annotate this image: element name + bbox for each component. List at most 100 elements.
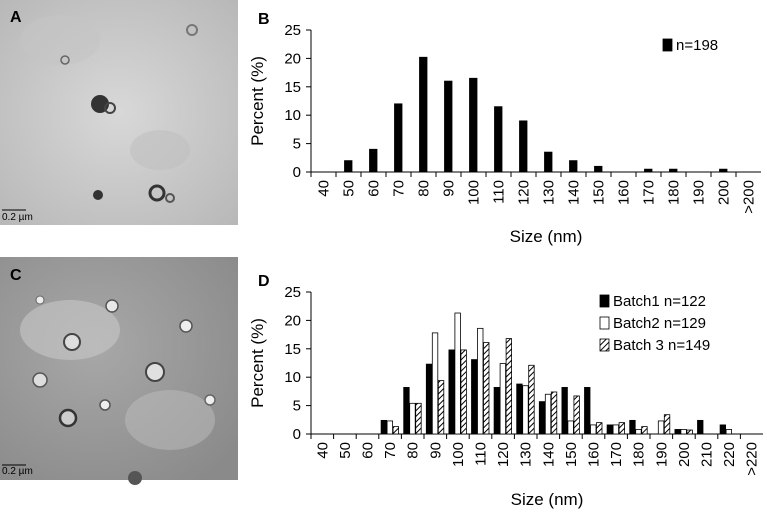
bar xyxy=(448,349,455,435)
bar xyxy=(719,424,726,435)
bar xyxy=(725,429,732,435)
bar xyxy=(392,426,400,435)
x-tick-label: 150 xyxy=(563,442,580,467)
bar xyxy=(657,420,665,435)
bar xyxy=(641,426,648,435)
bar xyxy=(425,363,433,435)
x-tick-label: 60 xyxy=(360,442,377,459)
x-tick-label: 100 xyxy=(450,442,467,467)
bar xyxy=(522,385,529,435)
bar xyxy=(386,420,394,435)
x-tick-label: >220 xyxy=(744,442,761,476)
bar xyxy=(544,393,552,435)
bar xyxy=(629,419,636,435)
bar xyxy=(590,424,597,435)
x-axis-title: Size (nm) xyxy=(510,227,583,246)
x-tick-label: 210 xyxy=(699,442,716,467)
bar xyxy=(469,77,478,173)
bar xyxy=(409,402,416,435)
x-tick-label: 180 xyxy=(631,442,648,467)
x-tick-label: 100 xyxy=(466,180,483,205)
bar xyxy=(596,422,603,435)
x-tick-label: 130 xyxy=(518,442,535,467)
x-tick-label: 70 xyxy=(391,180,408,197)
x-tick-label: 50 xyxy=(341,180,358,197)
x-tick-label: 150 xyxy=(591,180,608,205)
bar xyxy=(519,120,528,173)
legend-swatch xyxy=(599,338,610,352)
y-tick-label: 5 xyxy=(293,136,301,153)
bar xyxy=(569,160,578,173)
bar xyxy=(618,422,625,435)
x-tick-label: 140 xyxy=(540,442,557,467)
legend-label: n=198 xyxy=(676,37,718,54)
bar xyxy=(680,429,687,435)
bar xyxy=(584,387,591,435)
panel-label: A xyxy=(10,9,22,26)
bar xyxy=(550,391,558,435)
bar xyxy=(528,364,535,435)
x-axis-title: Size (nm) xyxy=(511,490,584,509)
legend-swatch xyxy=(599,294,610,308)
y-tick-label: 5 xyxy=(293,398,301,415)
x-tick-label: 110 xyxy=(491,180,508,204)
x-tick-label: 40 xyxy=(314,442,331,459)
x-tick-label: 170 xyxy=(641,180,658,205)
bar xyxy=(460,349,467,435)
x-tick-label: 190 xyxy=(691,180,708,205)
bar xyxy=(644,168,653,173)
bar xyxy=(686,429,693,435)
y-tick-label: 25 xyxy=(284,22,301,39)
bar xyxy=(606,424,613,435)
x-tick-label: 120 xyxy=(516,180,533,205)
bar xyxy=(505,338,513,435)
bar xyxy=(719,168,728,173)
bar xyxy=(573,395,580,435)
bar xyxy=(635,429,642,435)
y-tick-label: 15 xyxy=(284,341,301,358)
bar xyxy=(567,420,574,435)
x-tick-label: 90 xyxy=(441,180,458,197)
x-tick-label: 140 xyxy=(566,180,583,205)
x-tick-label: 120 xyxy=(495,442,512,467)
x-tick-label: 60 xyxy=(366,180,383,197)
x-tick-label: 220 xyxy=(721,442,738,467)
x-tick-label: 80 xyxy=(416,180,433,197)
legend-label: Batch 3 n=149 xyxy=(613,337,710,354)
y-axis-title: Percent (%) xyxy=(248,318,267,408)
bar xyxy=(561,387,568,435)
x-tick-label: 200 xyxy=(716,180,733,205)
legend-label: Batch2 n=129 xyxy=(613,315,706,332)
y-tick-label: 15 xyxy=(284,79,301,96)
bar xyxy=(380,419,388,435)
panel-label: D xyxy=(258,273,270,290)
x-tick-label: 200 xyxy=(676,442,693,467)
micrograph-c: C 0.2 µm xyxy=(0,257,238,485)
bar xyxy=(516,383,523,435)
y-tick-label: 10 xyxy=(284,369,301,386)
bar xyxy=(483,342,490,435)
bar xyxy=(674,429,681,435)
x-tick-label: 160 xyxy=(616,180,633,205)
y-tick-label: 0 xyxy=(293,164,301,181)
bar xyxy=(612,424,619,435)
bar xyxy=(431,332,439,435)
x-tick-label: 80 xyxy=(405,442,422,459)
bar xyxy=(444,80,453,173)
legend-label: Batch1 n=122 xyxy=(613,293,706,310)
x-tick-label: 70 xyxy=(382,442,399,459)
bar xyxy=(415,402,422,435)
panel-label: B xyxy=(258,11,270,28)
bar xyxy=(471,359,478,435)
bar xyxy=(403,387,410,435)
bar xyxy=(419,56,428,173)
x-tick-label: 40 xyxy=(316,180,333,197)
x-tick-label: 160 xyxy=(586,442,603,467)
x-tick-label: 130 xyxy=(541,180,558,205)
bar xyxy=(437,380,445,435)
bar xyxy=(499,363,507,435)
bar xyxy=(594,165,603,173)
bar xyxy=(697,419,704,435)
